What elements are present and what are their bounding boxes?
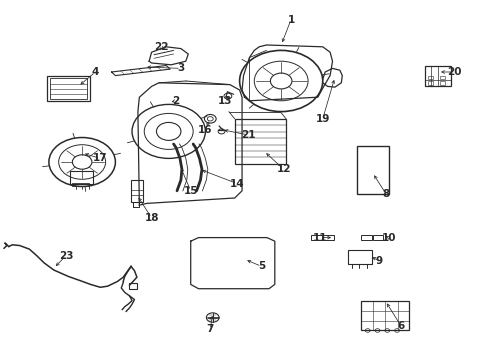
Text: 21: 21 xyxy=(241,130,255,140)
Text: 1: 1 xyxy=(287,15,294,25)
Text: 17: 17 xyxy=(93,153,107,163)
Text: 19: 19 xyxy=(315,114,329,124)
Text: 4: 4 xyxy=(91,67,99,77)
Bar xyxy=(425,66,450,86)
Bar xyxy=(234,119,285,164)
Bar xyxy=(347,250,371,264)
Text: 23: 23 xyxy=(59,251,73,261)
Bar xyxy=(323,235,333,240)
Text: 22: 22 xyxy=(154,42,168,52)
Text: 6: 6 xyxy=(397,321,404,331)
Text: 9: 9 xyxy=(375,256,382,266)
Text: 16: 16 xyxy=(198,125,212,135)
Text: 11: 11 xyxy=(312,233,327,243)
Text: 10: 10 xyxy=(381,233,395,243)
Text: 13: 13 xyxy=(217,96,232,106)
Bar xyxy=(311,235,322,240)
Bar xyxy=(439,76,444,79)
Text: 15: 15 xyxy=(183,186,198,196)
Bar xyxy=(47,76,90,101)
Bar xyxy=(70,171,93,184)
Text: 12: 12 xyxy=(276,164,290,174)
Text: 7: 7 xyxy=(206,324,214,334)
Text: 14: 14 xyxy=(229,179,244,189)
Text: 18: 18 xyxy=(144,213,159,223)
Text: 5: 5 xyxy=(258,261,264,271)
Bar xyxy=(360,301,408,330)
Bar xyxy=(72,183,89,186)
Bar xyxy=(50,78,87,99)
Bar xyxy=(427,76,432,79)
Text: 20: 20 xyxy=(447,67,461,77)
Text: 2: 2 xyxy=(172,96,179,106)
Text: 8: 8 xyxy=(382,189,389,199)
Bar xyxy=(356,146,388,194)
Bar xyxy=(372,235,383,240)
Bar xyxy=(131,180,143,202)
Bar xyxy=(360,235,371,240)
Bar xyxy=(439,81,444,85)
Bar xyxy=(427,81,432,85)
Text: 3: 3 xyxy=(177,63,184,73)
Bar xyxy=(128,283,137,289)
